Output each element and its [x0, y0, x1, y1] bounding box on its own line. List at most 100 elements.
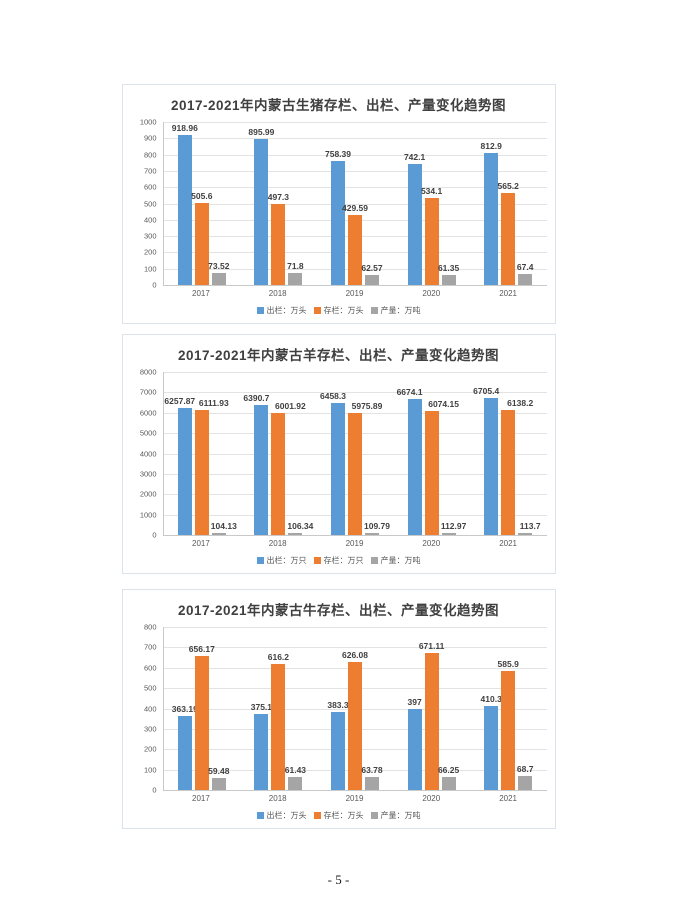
- bar-slaughtered-2020: [407, 164, 422, 285]
- bar-slot: 6390.7: [243, 372, 269, 535]
- bar-value-label: 112.97: [440, 520, 467, 531]
- year-group-2017: 6257.87 6111.93 104.13: [164, 372, 241, 535]
- y-axis-tick: 100: [143, 264, 157, 274]
- bar-value-label: 565.2: [497, 180, 519, 191]
- bar-value-label: 6111.93: [198, 398, 229, 409]
- bar-slot: 6705.4: [473, 372, 499, 535]
- year-group-2017: 363.19 656.17 59.48: [164, 627, 241, 790]
- bar-slaughtered-2017: [177, 407, 192, 535]
- y-axis-tick: 300: [143, 231, 157, 241]
- bar-value-label: 626.08: [341, 650, 368, 661]
- chart-body-pig: 1000 900 800 700 600 500 400 300 200 100 0 918.96 50…: [131, 118, 547, 316]
- bar-value-label: 5975.89: [351, 401, 383, 412]
- bar-slot: 397: [407, 627, 422, 790]
- y-axis-tick: 200: [143, 247, 157, 257]
- bar-stock-2021: [501, 409, 516, 535]
- bar-value-label: 61.35: [437, 263, 460, 273]
- y-axis: 800 700 600 500 400 300 200 100 0: [131, 623, 163, 795]
- year-group-2020: 6674.1 6074.15 112.97: [393, 372, 470, 535]
- bar-groups: 6257.87 6111.93 104.13 6390.7 6001.92 106.34 6…: [164, 372, 547, 535]
- bar-value-label: 6138.2: [507, 397, 534, 408]
- bar-stock-2018: [271, 664, 286, 790]
- bar-slot: 59.48: [208, 627, 229, 790]
- bar-value-label: 66.25: [437, 764, 460, 775]
- chart-legend: 出栏：万只 存栏：万只 产量：万吨: [131, 555, 547, 566]
- bar-value-label: 62.57: [361, 262, 383, 273]
- x-axis-label: 2019: [345, 794, 364, 803]
- bar-output-2018: [288, 273, 303, 285]
- chart-body-sheep: 8000 7000 6000 5000 4000 3000 2000 1000 0 6257.87…: [131, 368, 547, 566]
- x-axis-label: 2021: [499, 794, 517, 803]
- y-axis-tick: 5000: [139, 428, 157, 438]
- legend-item-slaughtered: 出栏：万头: [256, 810, 307, 821]
- bar-output-2019: [364, 274, 379, 285]
- bar-groups: 363.19 656.17 59.48 375.1 616.2 61.43 383.3 626…: [164, 627, 547, 790]
- legend-label: 存栏：万头: [323, 306, 364, 315]
- year-group-2020: 397 671.11 66.25: [393, 627, 470, 790]
- year-group-2020: 742.1 534.1 61.35: [393, 122, 470, 285]
- bar-slaughtered-2018: [254, 404, 269, 535]
- gridline: [163, 187, 547, 189]
- bar-value-label: 505.6: [191, 190, 213, 201]
- bar-slaughtered-2019: [330, 403, 345, 535]
- bar-value-label: 6257.87: [164, 395, 196, 406]
- year-group-2018: 895.99 497.3 71.8: [240, 122, 317, 285]
- charts-container: 2017-2021年内蒙古生猪存栏、出栏、产量变化趋势图 1000 900 800 7…: [121, 84, 556, 829]
- year-group-2021: 812.9 565.2 67.4: [470, 122, 547, 285]
- bar-slot: 6257.87: [164, 372, 195, 535]
- plot-row: 1000 900 800 700 600 500 400 300 200 100 0 918.96 50…: [131, 118, 547, 290]
- x-axis-label: 2021: [499, 539, 517, 548]
- y-axis-tick: 500: [143, 199, 157, 208]
- x-axis: 2017 2018 2019 2020 2021: [163, 536, 547, 548]
- chart-legend: 出栏：万头 存栏：万头 产量：万吨: [131, 305, 547, 316]
- bar-slot: 565.2: [498, 122, 519, 285]
- bar-slot: 671.11: [419, 627, 444, 790]
- bar-value-label: 383.3: [327, 699, 349, 710]
- year-group-2017: 918.96 505.6 73.52: [164, 122, 241, 285]
- x-axis-label: 2018: [268, 539, 287, 548]
- y-axis-tick: 4000: [139, 449, 157, 458]
- x-axis-label: 2017: [192, 794, 210, 803]
- bar-value-label: 742.1: [403, 152, 426, 163]
- gridline: [163, 170, 547, 172]
- bar-slaughtered-2021: [484, 706, 499, 790]
- x-axis-label: 2020: [422, 794, 441, 803]
- bar-value-label: 375.1: [250, 701, 273, 712]
- bar-output-2020: [441, 532, 456, 535]
- bar-output-2017: [211, 777, 226, 790]
- legend-label: 产量：万吨: [380, 556, 421, 565]
- gridline: [163, 122, 547, 123]
- bar-stock-2017: [194, 202, 209, 285]
- year-group-2018: 375.1 616.2 61.43: [240, 627, 317, 790]
- plot-area: 6257.87 6111.93 104.13 6390.7 6001.92 106.34 6…: [162, 372, 547, 536]
- gridline: [163, 138, 547, 140]
- bar-stock-2018: [271, 203, 286, 285]
- y-axis-tick: 7000: [139, 387, 157, 397]
- legend-swatch-icon: [313, 812, 321, 819]
- x-axis-label: 2019: [345, 289, 364, 298]
- bar-slot: 61.35: [438, 122, 459, 285]
- x-axis-label: 2020: [422, 539, 441, 548]
- bar-stock-2019: [347, 413, 362, 535]
- bar-slot: 66.25: [438, 627, 459, 790]
- x-axis-label: 2017: [192, 539, 210, 548]
- legend-label: 存栏：万头: [323, 811, 364, 820]
- chart-sheep-trend: 2017-2021年内蒙古羊存栏、出栏、产量变化趋势图 8000 7000 6000…: [121, 334, 556, 574]
- bar-slot: 656.17: [189, 627, 215, 790]
- plot-area: 363.19 656.17 59.48 375.1 616.2 61.43 383.3 626…: [162, 627, 547, 791]
- bar-slot: 63.78: [361, 627, 383, 790]
- bar-value-label: 61.43: [284, 765, 307, 776]
- bar-value-label: 67.4: [516, 262, 534, 273]
- x-axis-label: 2020: [422, 289, 441, 298]
- bar-slot: 109.79: [364, 372, 390, 535]
- bar-value-label: 534.1: [420, 185, 443, 196]
- legend-item-stock: 存栏：万头: [313, 305, 364, 316]
- bar-slot: 104.13: [211, 372, 237, 535]
- bar-slot: 73.52: [208, 122, 229, 285]
- bar-output-2017: [211, 532, 226, 535]
- bar-slot: 918.96: [172, 122, 198, 285]
- legend-swatch-icon: [370, 307, 378, 314]
- document-page: 2017-2021年内蒙古生猪存栏、出栏、产量变化趋势图 1000 900 800 7…: [121, 84, 556, 887]
- bar-slot: 429.59: [342, 122, 368, 285]
- y-axis-tick: 300: [143, 724, 157, 734]
